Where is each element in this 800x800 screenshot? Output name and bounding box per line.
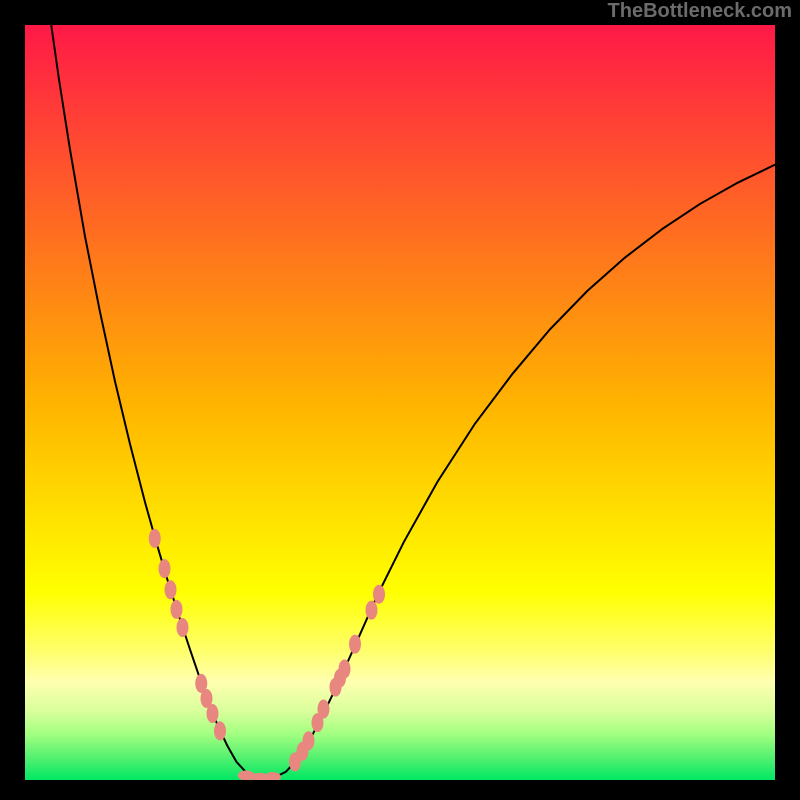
- series-marker: [303, 731, 315, 750]
- series-marker: [339, 660, 351, 679]
- series-marker: [373, 585, 385, 604]
- series-marker: [149, 529, 161, 548]
- series-marker: [171, 600, 183, 619]
- series-marker: [159, 559, 171, 578]
- gradient-background: [25, 25, 775, 780]
- series-marker: [366, 601, 378, 620]
- series-marker: [318, 700, 330, 719]
- series-marker: [207, 704, 219, 723]
- watermark-text: TheBottleneck.com: [608, 0, 792, 23]
- series-marker: [165, 580, 177, 599]
- series-marker: [214, 721, 226, 740]
- chart-container: TheBottleneck.com: [0, 0, 800, 800]
- plot-surface: [25, 25, 775, 780]
- series-marker: [349, 635, 361, 654]
- series-marker: [177, 618, 189, 637]
